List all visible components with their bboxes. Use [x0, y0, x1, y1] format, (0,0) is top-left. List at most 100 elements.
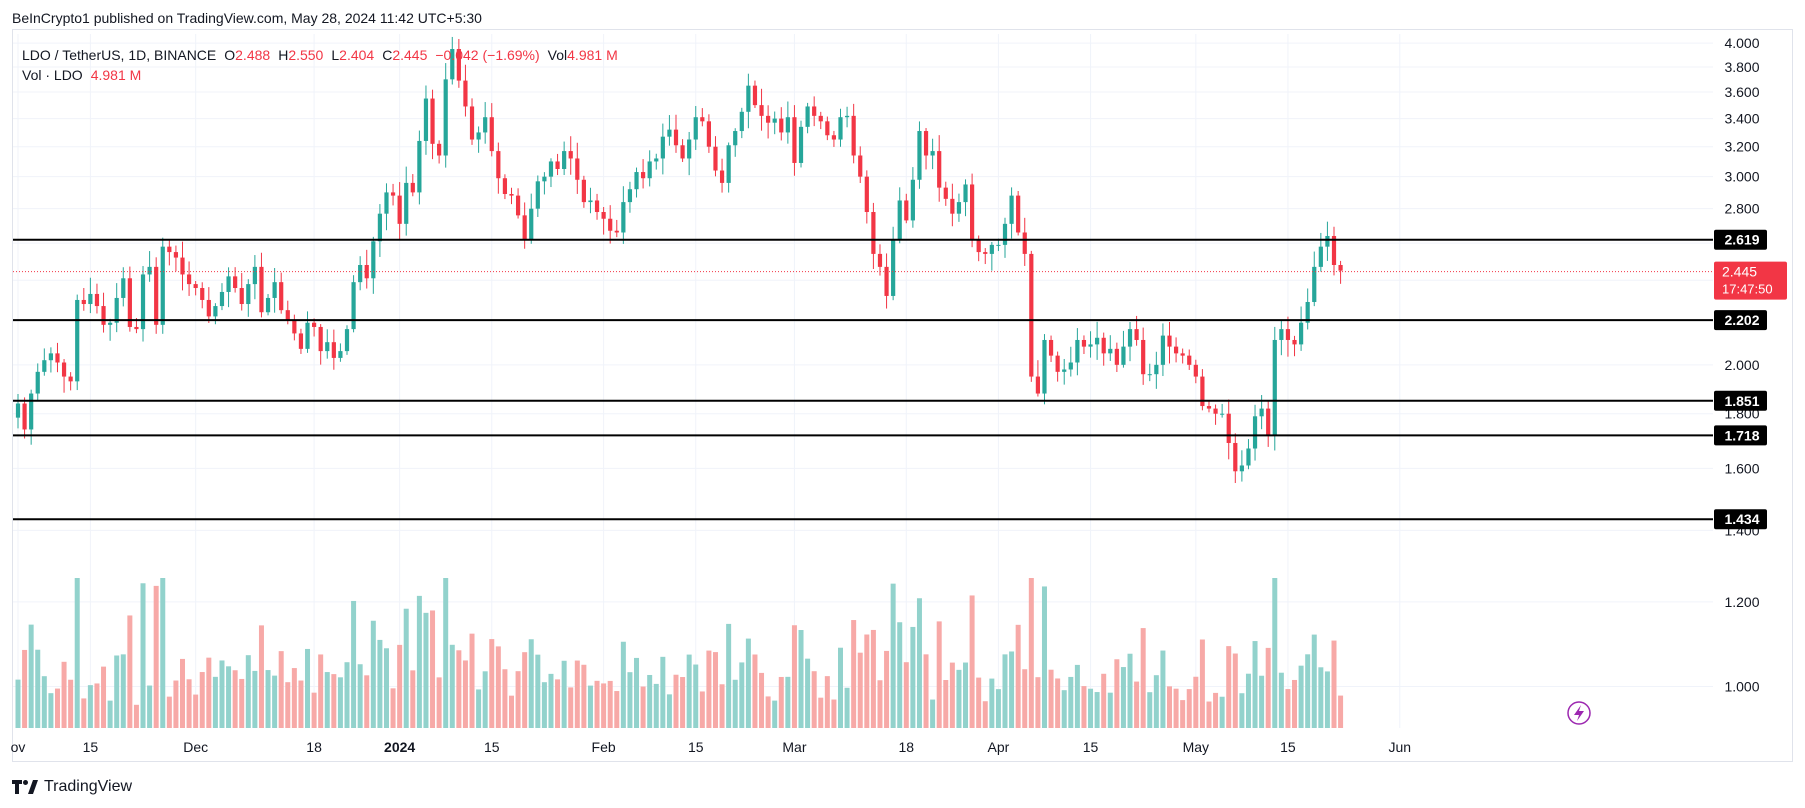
x-tick-label: May — [1183, 739, 1209, 755]
volume-bar — [890, 583, 896, 728]
volume-bar — [509, 695, 514, 728]
volume-bar — [232, 670, 238, 728]
candle-body — [733, 131, 738, 146]
x-tick-label: 15 — [1083, 739, 1099, 755]
y-tick-label: 2.800 — [1724, 201, 1759, 217]
candle-body — [1272, 339, 1277, 435]
candle-body — [989, 244, 994, 254]
volume-bar — [759, 672, 765, 728]
candle-body — [312, 322, 317, 327]
candle-body — [943, 187, 948, 199]
volume-bar — [318, 654, 324, 728]
volume-bar — [160, 578, 166, 728]
candle-body — [529, 208, 534, 240]
candle-body — [1338, 265, 1343, 271]
volume-bar — [28, 624, 34, 728]
candle-body — [371, 241, 376, 279]
legend-high-label: H — [278, 47, 289, 63]
volume-bar — [1272, 578, 1278, 728]
candle-body — [555, 161, 560, 169]
candle-body — [463, 80, 468, 107]
volume-bar — [831, 699, 837, 728]
y-tick-label: 3.800 — [1724, 59, 1759, 75]
volume-bar — [61, 661, 67, 728]
y-tick-label: 3.400 — [1724, 111, 1759, 127]
candle-body — [61, 362, 67, 377]
candle-body — [680, 145, 685, 159]
volume-bar — [1278, 672, 1284, 728]
candle-body — [1068, 362, 1073, 370]
volume-bar — [410, 670, 416, 728]
candle-body — [884, 266, 889, 296]
candle-body — [1035, 376, 1040, 394]
candle-body — [114, 297, 119, 323]
candle-body — [693, 117, 698, 140]
candle-body — [1279, 329, 1284, 340]
legend-symbol[interactable]: LDO / TetherUS, 1D, BINANCE — [22, 47, 217, 63]
candle-body — [377, 213, 382, 242]
candle-body — [812, 106, 817, 116]
volume-bar — [1002, 654, 1008, 728]
candle-body — [265, 297, 271, 313]
y-tick-label: 1.200 — [1724, 594, 1759, 610]
candle-body — [654, 158, 659, 162]
candle-body — [548, 161, 554, 177]
y-tick-label: 4.000 — [1724, 35, 1759, 51]
volume-layer — [15, 578, 1344, 728]
candle-body — [502, 178, 508, 195]
candle-body — [752, 85, 758, 106]
volume-bar — [351, 600, 357, 728]
tradingview-logo-icon — [12, 780, 38, 794]
grid-layer — [13, 34, 1713, 728]
volume-bar — [620, 641, 626, 728]
volume-bar — [324, 672, 330, 728]
legend-close-label: C — [382, 47, 393, 63]
volume-bar — [1193, 676, 1199, 728]
candle-body — [1299, 322, 1304, 345]
lightning-icon[interactable] — [1567, 701, 1591, 725]
candle-body — [160, 246, 165, 325]
candle-body — [1002, 223, 1008, 245]
volume-bar — [1160, 650, 1166, 728]
candle-body — [1246, 448, 1251, 466]
volume-bar — [397, 644, 403, 728]
candle-body — [766, 115, 771, 123]
candle-body — [1062, 369, 1067, 372]
volume-bar — [607, 680, 613, 728]
candle-body — [594, 200, 600, 213]
footer-brand[interactable]: TradingView — [12, 778, 132, 796]
y-tick-label: 3.200 — [1724, 139, 1759, 155]
volume-bar — [1239, 693, 1245, 728]
volume-bar — [838, 647, 843, 728]
volume-bar — [1140, 628, 1146, 728]
candle-body — [588, 200, 593, 203]
candle-body — [279, 282, 284, 311]
volume-bar — [923, 654, 929, 728]
candle-body — [1173, 346, 1179, 354]
volume-bar — [699, 691, 705, 728]
volume-bar — [337, 677, 343, 728]
candle-body — [1055, 355, 1060, 372]
volume-bar — [844, 687, 850, 728]
price-tag-countdown: 17:47:50 — [1722, 282, 1773, 297]
volume-bar — [291, 668, 297, 728]
volume-bar — [930, 699, 936, 728]
volume-bar — [186, 679, 192, 728]
volume-bar — [54, 688, 60, 728]
volume-bar — [594, 680, 600, 728]
volume-bar — [298, 680, 304, 728]
candle-body — [423, 98, 429, 141]
legend-volume-label[interactable]: Vol · LDO — [22, 67, 83, 83]
candle-body — [338, 351, 343, 358]
candle-body — [55, 353, 60, 363]
candle-body — [29, 393, 34, 430]
candle-body — [1042, 339, 1047, 394]
volume-bar — [1035, 677, 1041, 728]
x-tick-label: 18 — [899, 739, 915, 755]
candle-body — [581, 179, 586, 203]
candle-body — [101, 306, 106, 325]
volume-bar — [476, 689, 482, 728]
candle-body — [1029, 253, 1034, 377]
volume-bar — [949, 662, 955, 728]
